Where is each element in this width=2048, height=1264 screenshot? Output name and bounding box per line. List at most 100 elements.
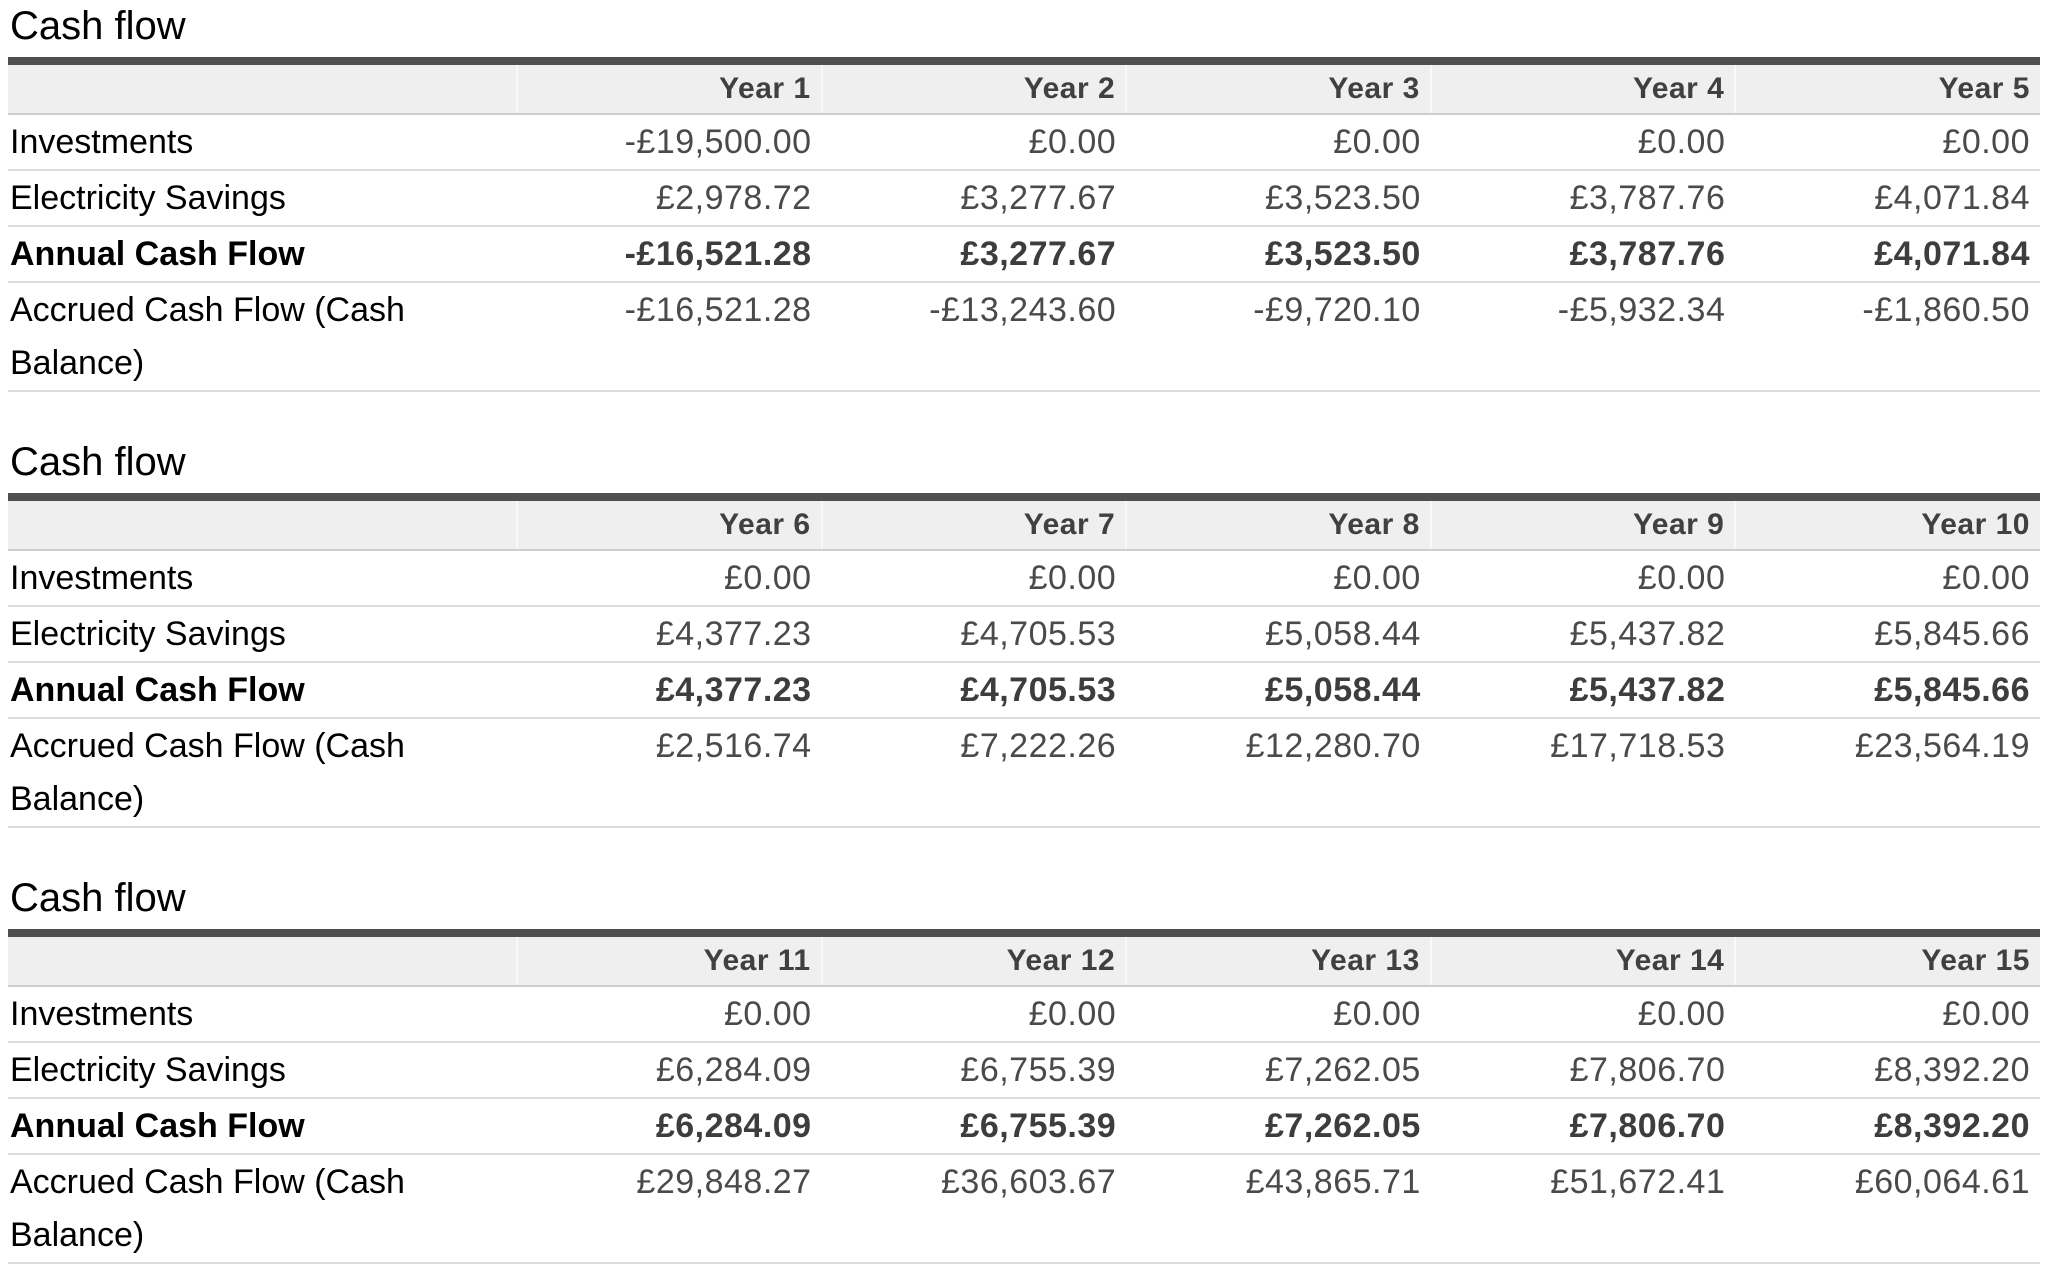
cell-value: £3,277.67 <box>821 226 1127 283</box>
cell-value: £6,755.39 <box>821 1042 1127 1099</box>
table-row-annual-cash-flow: Annual Cash Flow £6,284.09 £6,755.39 £7,… <box>8 1098 2040 1155</box>
header-empty-cell <box>8 493 517 551</box>
cell-value: £60,064.61 <box>1735 1154 2040 1264</box>
cashflow-section-years-6-10: Cash flow Year 6 Year 7 Year 8 Year 9 Ye… <box>8 440 2040 828</box>
column-header-year: Year 14 <box>1429 929 1736 987</box>
cashflow-section-years-11-15: Cash flow Year 11 Year 12 Year 13 Year 1… <box>8 876 2040 1264</box>
row-label: Annual Cash Flow <box>8 226 517 283</box>
cell-value: £0.00 <box>1430 114 1736 171</box>
cell-value: -£16,521.28 <box>517 282 822 392</box>
cell-value: £5,437.82 <box>1430 662 1736 719</box>
cell-value: £29,848.27 <box>517 1154 822 1264</box>
cell-value: £0.00 <box>1430 986 1736 1043</box>
table-row-annual-cash-flow: Annual Cash Flow £4,377.23 £4,705.53 £5,… <box>8 662 2040 719</box>
cell-value: £4,705.53 <box>821 662 1127 719</box>
cashflow-table-years-6-10: Year 6 Year 7 Year 8 Year 9 Year 10 Inve… <box>8 493 2040 828</box>
cell-value: £5,058.44 <box>1126 606 1431 663</box>
cell-value: £0.00 <box>821 550 1127 607</box>
row-label: Investments <box>8 986 517 1043</box>
cell-value: £7,262.05 <box>1126 1042 1431 1099</box>
column-header-year: Year 11 <box>516 929 822 987</box>
header-empty-cell <box>8 929 517 987</box>
column-header-year: Year 7 <box>820 493 1127 551</box>
column-header-year: Year 6 <box>516 493 822 551</box>
cell-value: £7,806.70 <box>1430 1098 1736 1155</box>
cell-value: £51,672.41 <box>1430 1154 1736 1264</box>
cell-value: £5,058.44 <box>1126 662 1431 719</box>
cell-value: £0.00 <box>1126 550 1431 607</box>
cell-value: £0.00 <box>1126 114 1431 171</box>
cell-value: £0.00 <box>821 114 1127 171</box>
header-row: Year 11 Year 12 Year 13 Year 14 Year 15 <box>8 929 2040 987</box>
cell-value: £23,564.19 <box>1735 718 2040 828</box>
cell-value: £7,806.70 <box>1430 1042 1736 1099</box>
column-header-year: Year 5 <box>1734 57 2040 115</box>
column-header-year: Year 3 <box>1125 57 1431 115</box>
row-label: Annual Cash Flow <box>8 662 517 719</box>
cell-value: £4,071.84 <box>1735 226 2040 283</box>
row-label: Annual Cash Flow <box>8 1098 517 1155</box>
cell-value: £43,865.71 <box>1126 1154 1431 1264</box>
cell-value: £0.00 <box>1126 986 1431 1043</box>
cell-value: £5,845.66 <box>1735 606 2040 663</box>
cell-value: £2,516.74 <box>517 718 822 828</box>
cell-value: £3,523.50 <box>1126 170 1431 227</box>
table-row-accrued-cash-flow: Accrued Cash Flow (Cash Balance) £29,848… <box>8 1154 2040 1264</box>
cell-value: £0.00 <box>1735 114 2040 171</box>
cell-value: £5,437.82 <box>1430 606 1736 663</box>
column-header-year: Year 13 <box>1125 929 1431 987</box>
cell-value: £3,277.67 <box>821 170 1127 227</box>
cell-value: £3,787.76 <box>1430 170 1736 227</box>
cell-value: £4,377.23 <box>517 606 822 663</box>
table-row-electricity-savings: Electricity Savings £2,978.72 £3,277.67 … <box>8 170 2040 227</box>
table-row-investments: Investments £0.00 £0.00 £0.00 £0.00 £0.0… <box>8 986 2040 1043</box>
column-header-year: Year 2 <box>820 57 1127 115</box>
cell-value: £0.00 <box>1735 550 2040 607</box>
column-header-year: Year 12 <box>820 929 1127 987</box>
table-row-investments: Investments -£19,500.00 £0.00 £0.00 £0.0… <box>8 114 2040 171</box>
row-label: Accrued Cash Flow (Cash Balance) <box>8 282 517 392</box>
cell-value: £6,284.09 <box>517 1042 822 1099</box>
row-label: Electricity Savings <box>8 606 517 663</box>
table-row-annual-cash-flow: Annual Cash Flow -£16,521.28 £3,277.67 £… <box>8 226 2040 283</box>
table-row-accrued-cash-flow: Accrued Cash Flow (Cash Balance) -£16,52… <box>8 282 2040 392</box>
header-empty-cell <box>8 57 517 115</box>
table-title: Cash flow <box>10 440 186 484</box>
cell-value: £7,262.05 <box>1126 1098 1431 1155</box>
row-label: Accrued Cash Flow (Cash Balance) <box>8 1154 517 1264</box>
cell-value: £17,718.53 <box>1430 718 1736 828</box>
row-label: Electricity Savings <box>8 170 517 227</box>
row-label: Accrued Cash Flow (Cash Balance) <box>8 718 517 828</box>
cell-value: £0.00 <box>517 986 822 1043</box>
cell-value: £0.00 <box>821 986 1127 1043</box>
cell-value: -£13,243.60 <box>821 282 1127 392</box>
column-header-year: Year 15 <box>1734 929 2040 987</box>
row-label: Investments <box>8 550 517 607</box>
cell-value: £0.00 <box>1430 550 1736 607</box>
cell-value: £3,787.76 <box>1430 226 1736 283</box>
header-row: Year 6 Year 7 Year 8 Year 9 Year 10 <box>8 493 2040 551</box>
column-header-year: Year 4 <box>1429 57 1736 115</box>
cell-value: £4,071.84 <box>1735 170 2040 227</box>
header-row: Year 1 Year 2 Year 3 Year 4 Year 5 <box>8 57 2040 115</box>
table-row-electricity-savings: Electricity Savings £4,377.23 £4,705.53 … <box>8 606 2040 663</box>
cell-value: -£16,521.28 <box>517 226 822 283</box>
cell-value: £7,222.26 <box>821 718 1127 828</box>
column-header-year: Year 1 <box>516 57 822 115</box>
cashflow-section-years-1-5: Cash flow Year 1 Year 2 Year 3 Year 4 Ye… <box>8 4 2040 392</box>
column-header-year: Year 9 <box>1429 493 1736 551</box>
cashflow-table-years-1-5: Year 1 Year 2 Year 3 Year 4 Year 5 Inves… <box>8 57 2040 392</box>
table-title: Cash flow <box>10 876 186 920</box>
cell-value: -£1,860.50 <box>1735 282 2040 392</box>
table-row-investments: Investments £0.00 £0.00 £0.00 £0.00 £0.0… <box>8 550 2040 607</box>
column-header-year: Year 10 <box>1734 493 2040 551</box>
cell-value: £3,523.50 <box>1126 226 1431 283</box>
cell-value: £12,280.70 <box>1126 718 1431 828</box>
cell-value: £6,755.39 <box>821 1098 1127 1155</box>
table-row-accrued-cash-flow: Accrued Cash Flow (Cash Balance) £2,516.… <box>8 718 2040 828</box>
cell-value: £8,392.20 <box>1735 1042 2040 1099</box>
row-label: Electricity Savings <box>8 1042 517 1099</box>
cell-value: -£19,500.00 <box>517 114 822 171</box>
cell-value: -£5,932.34 <box>1430 282 1736 392</box>
cell-value: £6,284.09 <box>517 1098 822 1155</box>
